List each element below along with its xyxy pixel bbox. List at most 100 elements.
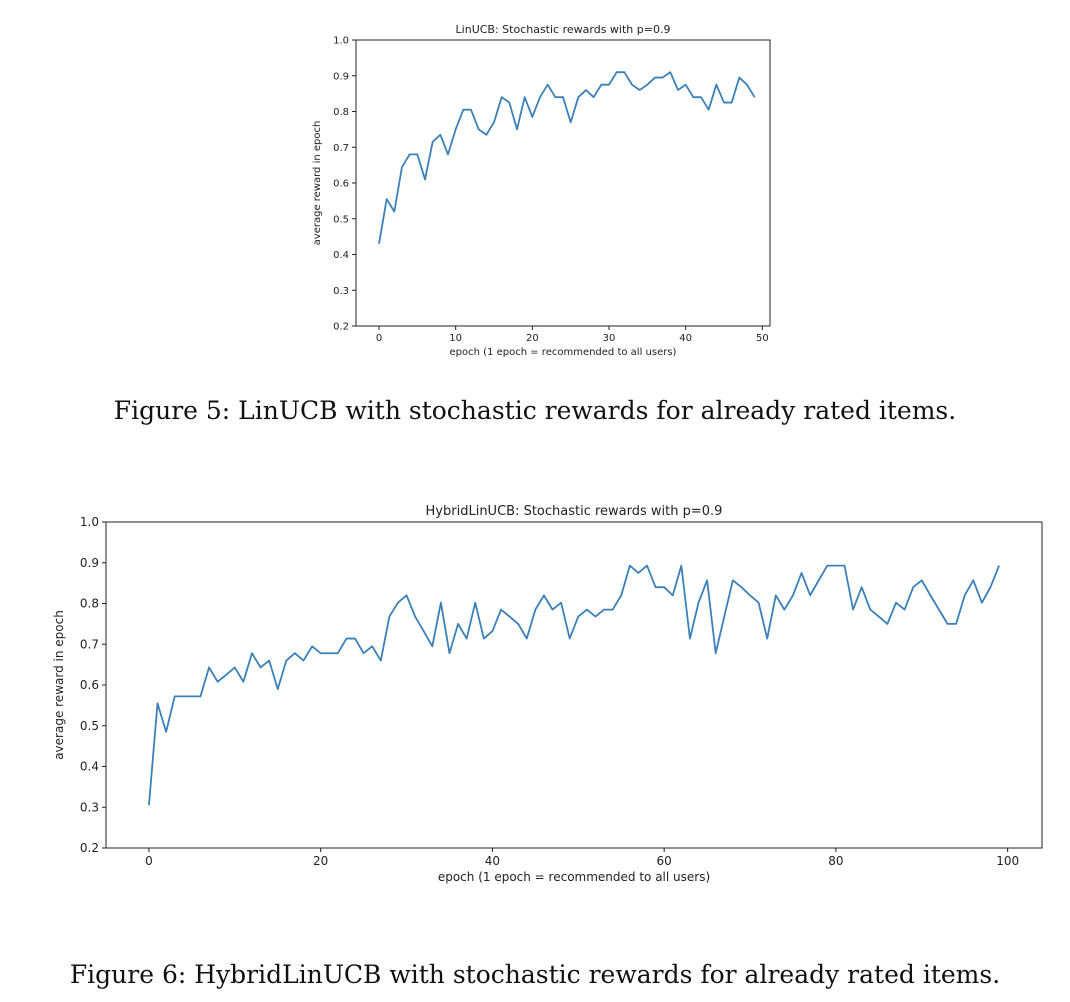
- x-tick-label: 100: [996, 854, 1019, 868]
- y-tick-label: 0.7: [333, 143, 349, 154]
- linucb-line-chart: LinUCB: Stochastic rewards with p=0.9 0.2…: [312, 23, 771, 358]
- y-tick-label: 0.5: [333, 214, 349, 225]
- x-tick-label: 10: [449, 333, 462, 344]
- x-tick-label: 40: [485, 854, 500, 868]
- data-point: [362, 652, 364, 654]
- plot-frame: [355, 39, 771, 327]
- data-point: [431, 645, 433, 647]
- series-line: [148, 564, 1000, 806]
- data-point: [554, 96, 556, 98]
- data-point: [439, 134, 441, 136]
- data-point: [156, 702, 158, 704]
- data-point: [989, 586, 991, 588]
- data-point: [470, 109, 472, 111]
- data-point: [311, 645, 313, 647]
- y-tick-label: 1.0: [80, 515, 99, 529]
- chart-title: LinUCB: Stochastic rewards with p=0.9: [456, 23, 671, 36]
- data-point: [860, 586, 862, 588]
- y-tick-label: 0.4: [80, 760, 99, 774]
- figure-6-caption: Figure 6: HybridLinUCB with stochastic r…: [69, 960, 1001, 989]
- data-point: [508, 615, 510, 617]
- data-point: [493, 121, 495, 123]
- data-point: [546, 83, 548, 85]
- x-tick-label: 60: [657, 854, 672, 868]
- y-tick-label: 0.6: [80, 678, 99, 692]
- data-point: [608, 83, 610, 85]
- data-point: [393, 210, 395, 212]
- y-tick-label: 0.9: [333, 71, 349, 82]
- figure-6-chart: HybridLinUCB: Stochastic rewards with p=…: [0, 490, 1070, 910]
- data-point: [165, 731, 167, 733]
- y-tick-label: 0.3: [80, 800, 99, 814]
- data-point: [465, 637, 467, 639]
- data-point: [706, 579, 708, 581]
- data-point: [929, 594, 931, 596]
- x-tick-label: 0: [376, 333, 382, 344]
- y-tick-label: 0.8: [80, 597, 99, 611]
- data-point: [397, 601, 399, 603]
- data-point: [543, 594, 545, 596]
- data-point: [234, 666, 236, 668]
- data-point: [477, 128, 479, 130]
- data-point: [380, 659, 382, 661]
- data-point: [707, 109, 709, 111]
- data-point: [746, 83, 748, 85]
- y-tick-label: 0.7: [80, 637, 99, 651]
- chart-title: HybridLinUCB: Stochastic rewards with p=…: [426, 504, 723, 519]
- data-point: [569, 121, 571, 123]
- data-point: [783, 608, 785, 610]
- data-point: [740, 586, 742, 588]
- y-tick-label: 0.4: [333, 250, 349, 261]
- hybridlinucb-line-chart: HybridLinUCB: Stochastic rewards with p=…: [52, 504, 1043, 884]
- data-point: [457, 623, 459, 625]
- data-point: [500, 608, 502, 610]
- x-tick-label: 0: [145, 854, 153, 868]
- data-point: [730, 101, 732, 103]
- data-point: [517, 623, 519, 625]
- data-point: [242, 681, 244, 683]
- data-point: [912, 586, 914, 588]
- data-point: [955, 623, 957, 625]
- data-point: [684, 83, 686, 85]
- data-point: [661, 76, 663, 78]
- data-point: [294, 652, 296, 654]
- data-point: [216, 681, 218, 683]
- data-point: [631, 83, 633, 85]
- x-axis-label: epoch (1 epoch = recommended to all user…: [438, 870, 710, 884]
- data-point: [878, 615, 880, 617]
- data-point: [523, 96, 525, 98]
- data-point: [285, 659, 287, 661]
- y-tick-label: 0.9: [80, 556, 99, 570]
- data-point: [809, 594, 811, 596]
- data-point: [401, 166, 403, 168]
- data-point: [569, 637, 571, 639]
- data-point: [516, 128, 518, 130]
- data-point: [337, 652, 339, 654]
- data-point: [646, 564, 648, 566]
- data-point: [615, 71, 617, 73]
- data-point: [500, 96, 502, 98]
- x-tick-label: 30: [603, 333, 616, 344]
- x-tick-label: 50: [756, 333, 769, 344]
- data-point: [577, 96, 579, 98]
- data-point: [700, 96, 702, 98]
- data-point: [623, 71, 625, 73]
- y-axis-label: average reward in epoch: [312, 121, 323, 246]
- data-point: [328, 652, 330, 654]
- data-point: [792, 594, 794, 596]
- data-point: [585, 89, 587, 91]
- data-point: [259, 666, 261, 668]
- y-tick-label: 0.3: [333, 286, 349, 297]
- data-point: [251, 652, 253, 654]
- data-point: [886, 623, 888, 625]
- data-point: [654, 586, 656, 588]
- data-point: [732, 579, 734, 581]
- x-tick-label: 40: [679, 333, 692, 344]
- data-point: [753, 96, 755, 98]
- data-point: [852, 608, 854, 610]
- data-point: [531, 116, 533, 118]
- y-tick-label: 1.0: [333, 36, 349, 47]
- data-point: [600, 83, 602, 85]
- data-point: [620, 594, 622, 596]
- x-tick-label: 80: [828, 854, 843, 868]
